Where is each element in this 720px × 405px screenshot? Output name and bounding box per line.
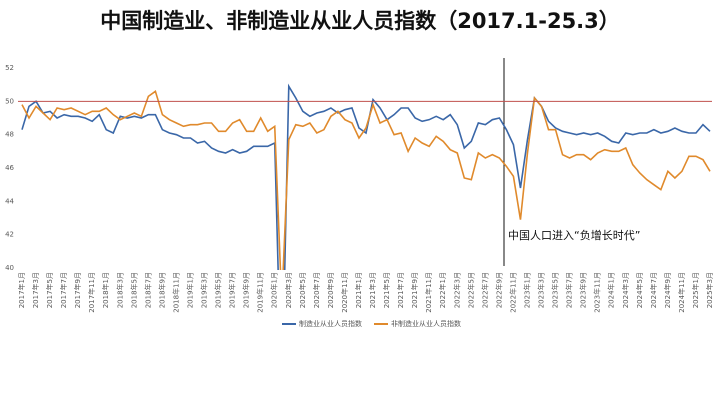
x-tick-label: 2024年5月 [635,272,644,308]
series-line [21,90,711,270]
plot [21,83,711,270]
legend-label: 制造业从业人员指数 [299,319,362,328]
x-tick-label: 2017年7月 [59,272,68,308]
x-tick-label: 2019年1月 [185,272,194,308]
x-tick-label: 2019年5月 [214,272,223,308]
x-tick-label: 2021年7月 [396,272,405,308]
annotation: 中国人口进入“负增长时代” [508,228,640,242]
legend-label: 非制造业从业人员指数 [391,319,461,328]
x-tick-label: 2019年7月 [228,272,237,308]
x-tick-label: 2019年9月 [242,272,251,308]
x-tick-label: 2024年11月 [677,272,686,313]
x-tick-label: 2017年1月 [17,272,26,308]
y-tick-label: 40 [5,264,14,272]
x-tick-label: 2018年9月 [157,272,166,308]
x-tick-label: 2019年11月 [256,272,265,313]
x-tick-label: 2023年7月 [565,272,574,308]
x-tick-label: 2020年5月 [298,272,307,308]
x-tick-label: 2022年11月 [508,272,517,313]
y-tick-label: 50 [5,97,14,105]
x-tick-label: 2024年3月 [621,272,630,308]
x-tick-label: 2018年7月 [143,272,152,308]
x-tick-label: 2021年3月 [368,272,377,308]
x-tick-label: 2018年3月 [115,272,124,308]
x-tick-label: 2020年3月 [284,272,293,308]
x-tick-label: 2017年9月 [73,272,82,308]
x-tick-label: 2021年1月 [354,272,363,308]
x-tick-label: 2018年1月 [101,272,110,308]
x-tick-label: 2022年1月 [438,272,447,308]
x-tick-label: 2020年7月 [312,272,321,308]
x-tick-label: 2017年3月 [31,272,40,308]
x-tick-label: 2019年3月 [200,272,209,308]
x-tick-label: 2022年5月 [466,272,475,308]
x-tick-label: 2023年3月 [537,272,546,308]
y-tick-label: 46 [5,164,14,172]
x-tick-label: 2020年9月 [326,272,335,308]
x-tick-label: 2018年5月 [129,272,138,308]
y-tick-label: 44 [5,197,14,205]
y-tick-label: 48 [5,131,14,139]
x-tick-label: 2023年11月 [593,272,602,313]
x-tick-label: 2025年3月 [705,272,714,308]
x-tick-label: 2025年1月 [691,272,700,308]
x-tick-label: 2021年9月 [410,272,419,308]
x-tick-label: 2024年1月 [607,272,616,308]
series-line [21,83,711,270]
x-tick-label: 2020年11月 [340,272,349,313]
x-tick-label: 2020年1月 [270,272,279,308]
x-tick-label: 2022年9月 [494,272,503,308]
x-tick-label: 2024年9月 [663,272,672,308]
x-tick-label: 2023年1月 [522,272,531,308]
x-tick-label: 2022年3月 [452,272,461,308]
x-tick-label: 2021年11月 [424,272,433,313]
x-tick-label: 2024年7月 [649,272,658,308]
y-tick-label: 52 [5,64,14,72]
x-tick-label: 2022年7月 [480,272,489,308]
x-tick-label: 2021年5月 [382,272,391,308]
y-tick-label: 42 [5,231,14,239]
x-tick-label: 2017年5月 [45,272,54,308]
x-tick-label: 2023年5月 [551,272,560,308]
x-tick-label: 2018年11月 [171,272,180,313]
x-tick-label: 2023年9月 [579,272,588,308]
chart-title: 中国制造业、非制造业从业人员指数（2017.1-25.3） [100,9,620,33]
x-tick-label: 2017年11月 [87,272,96,313]
